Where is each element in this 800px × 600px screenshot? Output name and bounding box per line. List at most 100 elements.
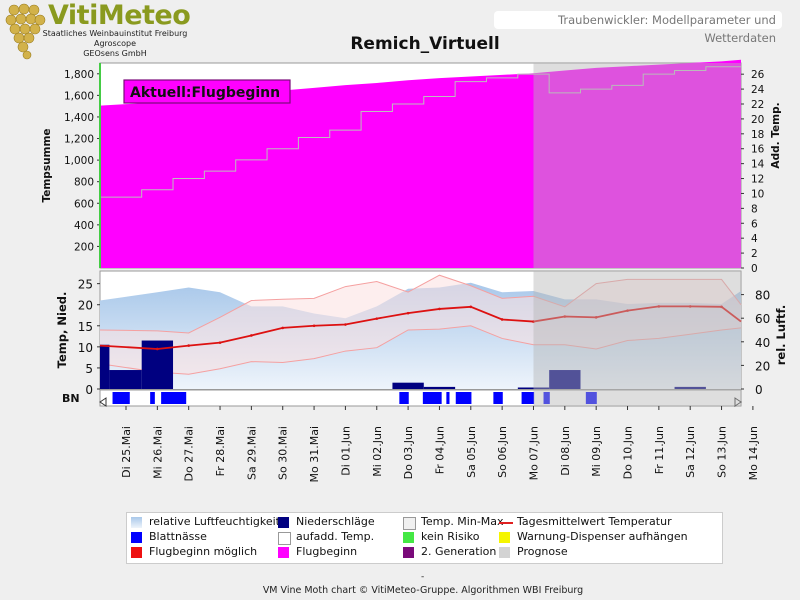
precip-bar	[100, 344, 110, 389]
legend-swatch	[403, 532, 414, 543]
add-temp-tick-label: 12	[751, 174, 764, 186]
flugbeginn-area	[100, 59, 741, 269]
date-tick-label: Mo 07.Jun	[527, 426, 540, 480]
legend-swatch	[499, 522, 513, 524]
temp-mean-point	[532, 320, 535, 323]
tempsumme-tick-label: 1,400	[64, 112, 94, 124]
leaf-wetness-bar	[422, 392, 442, 404]
date-tick-label: So 30.Mai	[277, 426, 290, 480]
date-tick-label: Sa 05.Jun	[465, 426, 478, 478]
grape-logo-icon	[5, 3, 46, 60]
temp-min-max-band	[100, 275, 741, 375]
humidity-axis-label: rel. Luftf.	[774, 305, 788, 366]
temp-tick-label: 25	[78, 278, 93, 292]
humidity-tick-label: 60	[755, 312, 770, 326]
prognosis-overlay-bottom	[533, 271, 741, 406]
date-tick-label: Sa 29.Mai	[245, 426, 258, 480]
precip-bar	[392, 382, 424, 389]
footer-credit: VM Vine Moth chart © VitiMeteo-Gruppe. A…	[262, 585, 584, 596]
legend-label: Flugbeginn	[296, 545, 358, 558]
leaf-wetness-bar	[150, 392, 155, 404]
date-tick-label: Do 27.Mai	[183, 426, 196, 481]
date-tick-label: Fr 04.Jun	[433, 426, 446, 474]
legend-swatch	[278, 532, 291, 545]
add-temp-tick-label: 14	[751, 159, 765, 171]
leaf-wetness-bar	[521, 392, 535, 404]
precip-bar	[109, 370, 142, 389]
chart-canvas: 2004006008001,0001,2001,4001,6001,800024…	[41, 59, 788, 483]
legend-swatch	[499, 547, 510, 558]
date-tick-label: Mi 26.Mai	[151, 426, 164, 479]
tempsumme-tick-label: 200	[74, 241, 94, 253]
legend-swatch	[278, 547, 289, 558]
temp-mean-point	[187, 344, 190, 347]
temp-mean-point	[250, 334, 253, 337]
precip-bar	[549, 370, 581, 389]
tempsumme-tick-label: 1,600	[64, 90, 94, 102]
date-tick-label: Mi 09.Jun	[590, 426, 603, 477]
temp-mean-point	[657, 305, 661, 308]
scroll-right-arrow-icon	[734, 397, 742, 407]
precip-bar	[517, 387, 550, 389]
temp-tick-label: 20	[78, 299, 93, 313]
date-tick-label: Mo 14.Jun	[747, 426, 760, 480]
leaf-wetness-bar	[446, 392, 450, 404]
date-tick-label: Mo 31.Mai	[308, 426, 321, 483]
chart-legend: relative Luftfeuchtigkeit Niederschläge Te…	[126, 512, 723, 564]
humidity-tick-label: 80	[755, 289, 770, 303]
temp-mean-point	[312, 324, 316, 328]
temp-mean-point	[720, 305, 723, 309]
precip-bar	[423, 386, 456, 389]
legend-label: Temp. Min-Max	[421, 515, 504, 528]
tempsumme-tick-label: 1,200	[64, 134, 94, 146]
temp-mean-point	[156, 347, 159, 351]
tempsumme-tick-label: 800	[74, 177, 94, 189]
scroll-left-arrow-icon	[99, 397, 107, 407]
temp-mean-point	[688, 305, 692, 308]
legend-swatch	[131, 517, 142, 528]
legend-label: kein Risiko	[421, 530, 480, 543]
legend-label: relative Luftfeuchtigkeit	[149, 515, 280, 528]
logo-line-institute: Staatliches Weinbauinstitut Freiburg	[42, 29, 188, 38]
legend-label: Blattnässe	[149, 530, 207, 543]
temp-min-line	[99, 325, 742, 375]
legend-label: aufadd. Temp.	[296, 530, 375, 543]
date-tick-label: Di 01.Jun	[339, 426, 352, 476]
legend-label: 2. Generation	[421, 545, 497, 558]
footer-dash: -	[421, 572, 425, 582]
add-temp-tick-label: 26	[751, 69, 765, 81]
date-tick-label: Fr 28.Mai	[214, 426, 227, 476]
leaf-wetness-bar	[455, 392, 472, 404]
add-temp-tick-label: 16	[751, 144, 765, 156]
add-temp-tick-label: 22	[751, 99, 764, 111]
logo-title: VitiMeteo	[48, 0, 191, 31]
temp-mean-point	[626, 309, 629, 312]
date-tick-label: Sa 12.Jun	[684, 426, 697, 478]
legend-swatch	[403, 517, 416, 530]
temp-mean-point	[344, 323, 347, 326]
tempsumme-tick-label: 1,000	[64, 155, 94, 167]
prognosis-overlay-top	[533, 63, 741, 268]
precip-bar	[674, 386, 706, 389]
temp-mean-point	[281, 326, 285, 330]
temp-tick-label: 10	[78, 341, 93, 355]
temp-mean-point	[218, 341, 222, 344]
date-tick-label: So 06.Jun	[496, 426, 509, 478]
leaf-wetness-bar	[112, 392, 130, 404]
add-temp-tick-label: 4	[751, 233, 758, 245]
leaf-wetness-bar	[493, 392, 503, 404]
humidity-tick-label: 40	[755, 336, 770, 350]
temp-max-line	[99, 274, 742, 334]
logo-line-geosens: GEOsens GmbH	[83, 49, 147, 58]
chart-title: Remich_Virtuell	[350, 34, 500, 54]
add-temp-tick-label: 8	[751, 203, 758, 215]
temp-tick-label: 0	[85, 383, 93, 397]
temp-mean-point	[500, 318, 504, 321]
humidity-tick-label: 0	[755, 383, 763, 397]
add-temp-tick-label: 2	[751, 248, 758, 260]
temp-tick-label: 5	[85, 362, 93, 376]
leaf-wetness-bar	[585, 392, 597, 404]
legend-label: Prognose	[517, 545, 568, 558]
add-temp-tick-label: 0	[751, 263, 758, 275]
